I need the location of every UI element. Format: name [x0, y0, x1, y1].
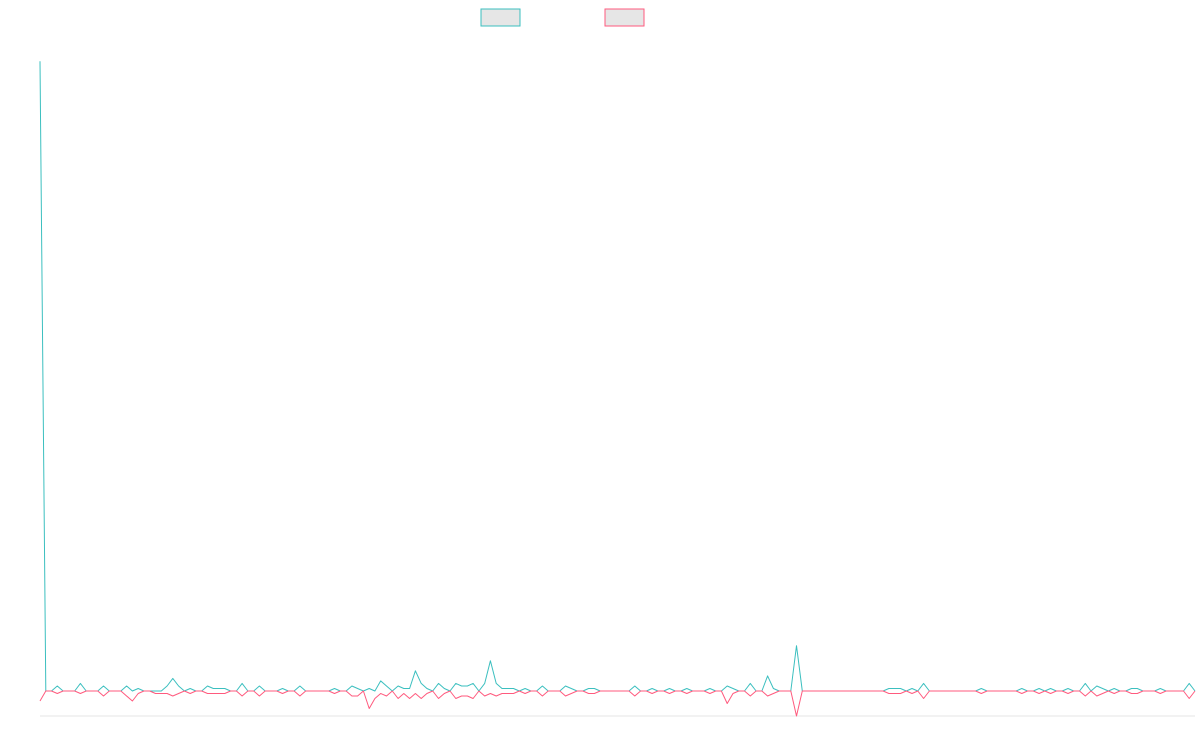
series-layer: [39, 61, 1196, 717]
legend-swatch-1[interactable]: [480, 8, 521, 27]
series-line-2: [39, 690, 1196, 717]
series-line-1: [39, 61, 1196, 692]
legend: [480, 8, 645, 27]
legend-swatch-2[interactable]: [604, 8, 645, 27]
